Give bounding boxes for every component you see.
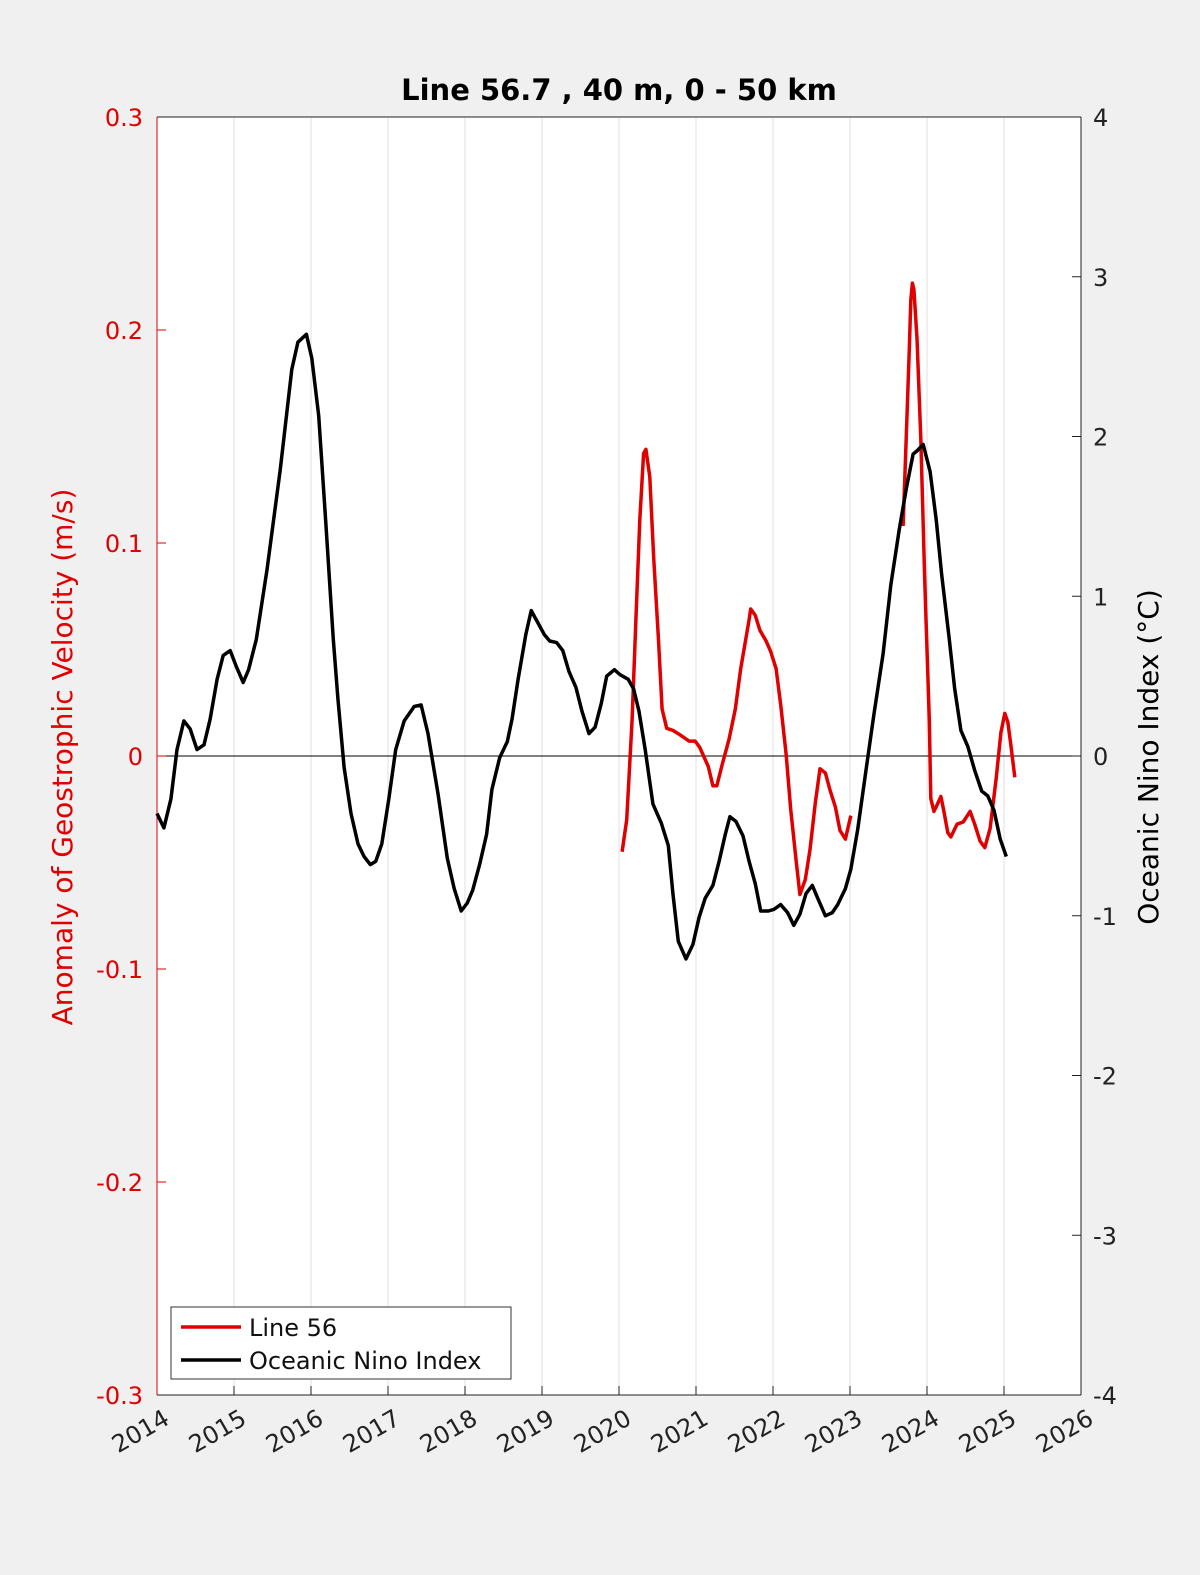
legend-label: Line 56	[249, 1314, 337, 1342]
y2-tick-label: -1	[1093, 903, 1117, 931]
y-tick-label: -0.2	[96, 1169, 143, 1197]
y-tick-label: -0.3	[96, 1382, 143, 1410]
y2-tick-label: -2	[1093, 1063, 1117, 1091]
y-tick-label: 0.1	[105, 530, 143, 558]
y2-tick-label: 2	[1093, 424, 1108, 452]
data-line	[155, 332, 1008, 961]
chart-title: Line 56.7 , 40 m, 0 - 50 km	[401, 73, 837, 107]
x-tick-label: 2021	[646, 1404, 713, 1459]
data-line	[620, 281, 1017, 897]
legend-label: Oceanic Nino Index	[249, 1347, 481, 1375]
x-tick-label: 2016	[261, 1404, 328, 1459]
y2-tick-label: 4	[1093, 104, 1108, 132]
legend-box	[170, 1306, 512, 1380]
x-tick-label: 2022	[723, 1404, 790, 1459]
x-tick-label: 2024	[877, 1404, 944, 1459]
x-tick-label: 2026	[1031, 1404, 1098, 1459]
x-tick-label: 2019	[492, 1404, 559, 1459]
x-tick-label: 2020	[569, 1404, 636, 1459]
y-tick-label: 0	[128, 743, 143, 771]
y2-axis-label: Oceanic Nino Index (°C)	[1132, 589, 1165, 925]
y-tick-label: 0.3	[105, 104, 143, 132]
x-tick-label: 2023	[800, 1404, 867, 1459]
x-tick-label: 2018	[415, 1404, 482, 1459]
y2-tick-label: -3	[1093, 1222, 1117, 1250]
y-axis-label: Anomaly of Geostrophic Velocity (m/s)	[46, 489, 79, 1026]
x-tick-label: 2017	[338, 1404, 405, 1459]
x-tick-label: 2025	[954, 1404, 1021, 1459]
y2-tick-label: -4	[1093, 1382, 1117, 1410]
x-tick-label: 2015	[184, 1404, 251, 1459]
x-tick-label: 2014	[107, 1404, 174, 1459]
y2-tick-label: 0	[1093, 743, 1108, 771]
y-tick-label: 0.2	[105, 317, 143, 345]
y2-tick-label: 3	[1093, 264, 1108, 292]
y-tick-label: -0.1	[96, 956, 143, 984]
y2-tick-label: 1	[1093, 583, 1108, 611]
